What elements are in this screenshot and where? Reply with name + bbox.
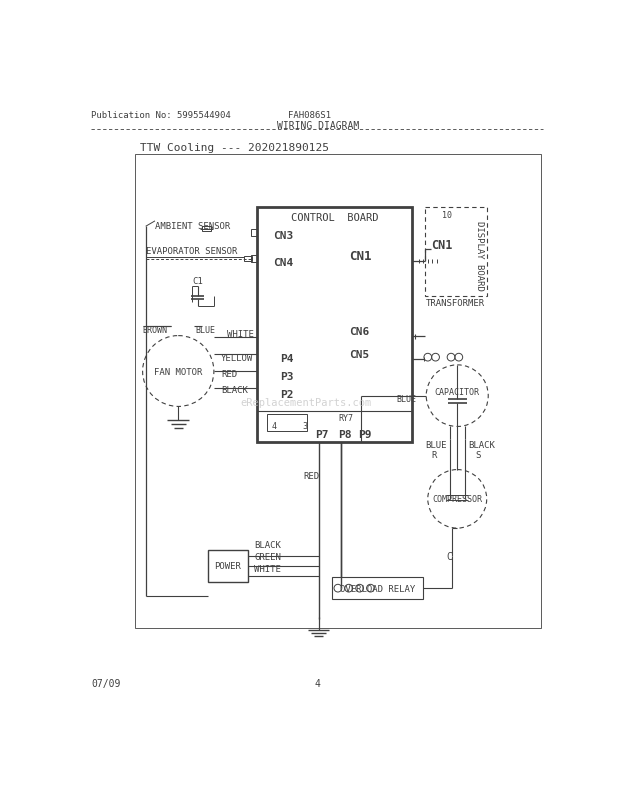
Text: P9: P9 bbox=[358, 429, 371, 439]
Bar bbox=[135, 155, 541, 629]
Text: Publication No: 5995544904: Publication No: 5995544904 bbox=[92, 111, 231, 119]
Text: CN1: CN1 bbox=[431, 238, 452, 252]
Text: S: S bbox=[476, 450, 481, 459]
Text: BLUE: BLUE bbox=[425, 441, 447, 450]
Text: P2: P2 bbox=[280, 389, 294, 399]
Text: CONTROL  BOARD: CONTROL BOARD bbox=[291, 213, 379, 223]
Text: TRANSFORMER: TRANSFORMER bbox=[427, 298, 485, 307]
Text: CAPACITOR: CAPACITOR bbox=[435, 388, 480, 397]
Text: BLUE: BLUE bbox=[195, 326, 215, 334]
Text: RY7: RY7 bbox=[339, 414, 353, 423]
Bar bbox=[267, 415, 307, 431]
Text: WIRING DIAGRAM: WIRING DIAGRAM bbox=[277, 121, 359, 131]
Text: P8: P8 bbox=[338, 429, 352, 439]
Text: R: R bbox=[431, 450, 436, 459]
Text: COMPRESSOR: COMPRESSOR bbox=[432, 495, 482, 504]
Text: POWER: POWER bbox=[215, 561, 241, 570]
Bar bbox=[251, 255, 257, 263]
Text: BLACK: BLACK bbox=[254, 541, 281, 549]
Bar bbox=[208, 550, 248, 582]
Text: 07/09: 07/09 bbox=[92, 678, 121, 688]
Text: FAH086S1: FAH086S1 bbox=[288, 111, 331, 119]
Bar bbox=[202, 227, 211, 232]
Text: DISPLAY BOARD: DISPLAY BOARD bbox=[475, 221, 484, 290]
Bar bbox=[251, 229, 257, 237]
Bar bbox=[257, 208, 412, 443]
Text: P4: P4 bbox=[280, 354, 294, 364]
Text: AMBIENT SENSOR: AMBIENT SENSOR bbox=[155, 221, 230, 231]
Text: eReplacementParts.com: eReplacementParts.com bbox=[241, 397, 372, 407]
Text: RED: RED bbox=[221, 370, 237, 379]
Text: FAN MOTOR: FAN MOTOR bbox=[154, 367, 203, 376]
Text: 4: 4 bbox=[315, 678, 321, 688]
Text: BLACK: BLACK bbox=[221, 386, 248, 395]
Text: P3: P3 bbox=[280, 371, 294, 382]
Text: RED: RED bbox=[303, 472, 319, 480]
Text: YELLOW: YELLOW bbox=[221, 354, 253, 363]
Text: TTW Cooling --- 202021890125: TTW Cooling --- 202021890125 bbox=[140, 143, 329, 152]
Text: BROWN: BROWN bbox=[143, 326, 167, 334]
Text: P7: P7 bbox=[316, 429, 329, 439]
Text: CN1: CN1 bbox=[348, 250, 371, 263]
Text: 4: 4 bbox=[272, 422, 277, 431]
Text: EVAPORATOR SENSOR: EVAPORATOR SENSOR bbox=[146, 247, 237, 256]
Bar bbox=[332, 577, 423, 599]
Text: 10: 10 bbox=[441, 211, 452, 220]
Text: BLUE: BLUE bbox=[397, 395, 417, 403]
Text: CN4: CN4 bbox=[273, 257, 293, 268]
Text: CN5: CN5 bbox=[348, 350, 369, 360]
Text: C: C bbox=[446, 552, 452, 561]
Text: OVERLOAD RELAY: OVERLOAD RELAY bbox=[340, 584, 415, 593]
Text: CN6: CN6 bbox=[348, 327, 369, 337]
Text: C1: C1 bbox=[192, 277, 203, 286]
Text: BLACK: BLACK bbox=[468, 441, 495, 450]
Text: WHITE: WHITE bbox=[227, 330, 254, 338]
Bar bbox=[425, 208, 487, 296]
Text: CN3: CN3 bbox=[273, 231, 293, 241]
Bar bbox=[244, 256, 252, 261]
Text: WHITE: WHITE bbox=[254, 564, 281, 573]
Text: GREEN: GREEN bbox=[254, 553, 281, 561]
Text: 3: 3 bbox=[303, 422, 308, 431]
